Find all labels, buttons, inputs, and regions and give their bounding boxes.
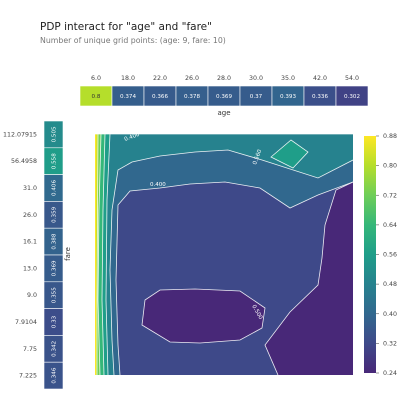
contour-band-0.56	[271, 140, 308, 168]
y-tick-label: 26.0	[23, 212, 37, 219]
y-tick-label: 16.1	[23, 239, 37, 246]
colorbar-gradient	[364, 136, 376, 373]
y-tick-label: 112.07915	[3, 131, 37, 138]
colorbar-tick-label: 0.88	[383, 133, 397, 140]
x-marginal-heatmap: 6.0 0.8 18.0 0.374 22.0 0.366 26.0 0.378 28.0 0.3…	[79, 75, 369, 107]
y-marginal-value: 0.355	[52, 287, 58, 303]
y-marginal-value: 0.388	[52, 233, 58, 249]
contour-lines	[95, 134, 353, 375]
x-marginal-value: 0.369	[216, 94, 232, 100]
y-marginal-value: 0.346	[52, 367, 58, 383]
colorbar-tick-label: 0.56	[383, 252, 397, 259]
x-tick-label: 28.0	[217, 75, 231, 82]
x-tick-label: 54.0	[345, 75, 359, 82]
contour-label: 0.400	[150, 182, 166, 188]
y-marginal-value: 0.342	[52, 341, 58, 357]
contour-label: 0.400	[124, 132, 141, 143]
x-marginal-value: 0.366	[152, 94, 168, 100]
contour-plot: 0.400 0.400 0.560 0.500	[95, 132, 353, 375]
y-marginal-cell	[43, 361, 64, 390]
y-tick-label: 9.0	[27, 292, 37, 299]
y-marginal-value: 0.33	[52, 315, 58, 328]
x-tick-label: 26.0	[185, 75, 199, 82]
y-tick-label: 7.75	[23, 346, 37, 353]
colorbar-tick-label: 0.40	[383, 311, 397, 318]
y-marginal-heatmap: 112.07915 0.505 56.4958 0.558 31.0 0.406 26.0 0…	[3, 120, 64, 390]
x-marginal-value: 0.302	[344, 94, 360, 100]
colorbar-tick-label: 0.64	[383, 222, 397, 229]
contour-band-0.40	[95, 134, 353, 375]
y-marginal-value: 0.359	[52, 206, 58, 222]
x-marginal-value: 0.8	[92, 94, 101, 100]
y-tick-label: 31.0	[23, 185, 37, 192]
y-tick-label: 7.225	[19, 373, 37, 380]
colorbar: 0.88 0.80 0.72 0.64 0.56 0.48 0.40 0.32 0.24	[364, 133, 397, 377]
contour-band-0.24	[265, 182, 353, 375]
x-marginal-value: 0.336	[312, 94, 328, 100]
colorbar-tick-label: 0.80	[383, 163, 397, 170]
colorbar-tick-label: 0.32	[383, 340, 397, 347]
x-tick-label: 6.0	[91, 75, 101, 82]
y-marginal-value: 0.369	[52, 260, 58, 276]
contour-band-0.24	[142, 289, 265, 343]
y-tick-label: 7.9104	[15, 319, 37, 326]
colorbar-tick-label: 0.24	[383, 370, 397, 377]
contour-band-0.48	[95, 134, 353, 375]
x-marginal-value: 0.37	[250, 94, 263, 100]
x-tick-label: 22.0	[153, 75, 167, 82]
x-tick-label: 35.0	[281, 75, 295, 82]
x-tick-label: 42.0	[313, 75, 327, 82]
y-axis-title: fare	[64, 247, 72, 261]
x-tick-label: 30.0	[249, 75, 263, 82]
x-marginal-value: 0.374	[120, 94, 136, 100]
x-axis-title: age	[217, 109, 230, 117]
y-marginal-value: 0.558	[52, 153, 58, 169]
x-tick-label: 18.0	[121, 75, 135, 82]
x-marginal-value: 0.393	[280, 94, 296, 100]
colorbar-tick-label: 0.48	[383, 281, 397, 288]
chart-title: PDP interact for "age" and "fare"	[40, 21, 212, 33]
x-marginal-value: 0.378	[184, 94, 200, 100]
y-marginal-value: 0.406	[52, 180, 58, 196]
contour-band-0.88	[95, 134, 97, 375]
contour-label: 0.560	[252, 148, 263, 165]
y-marginal-value: 0.505	[52, 126, 58, 142]
x-marginal-cell	[335, 85, 369, 107]
y-tick-label: 56.4958	[11, 158, 37, 165]
chart-subtitle: Number of unique grid points: (age: 9, f…	[40, 36, 226, 45]
colorbar-tick-label: 0.72	[383, 192, 397, 199]
y-tick-label: 13.0	[23, 265, 37, 272]
